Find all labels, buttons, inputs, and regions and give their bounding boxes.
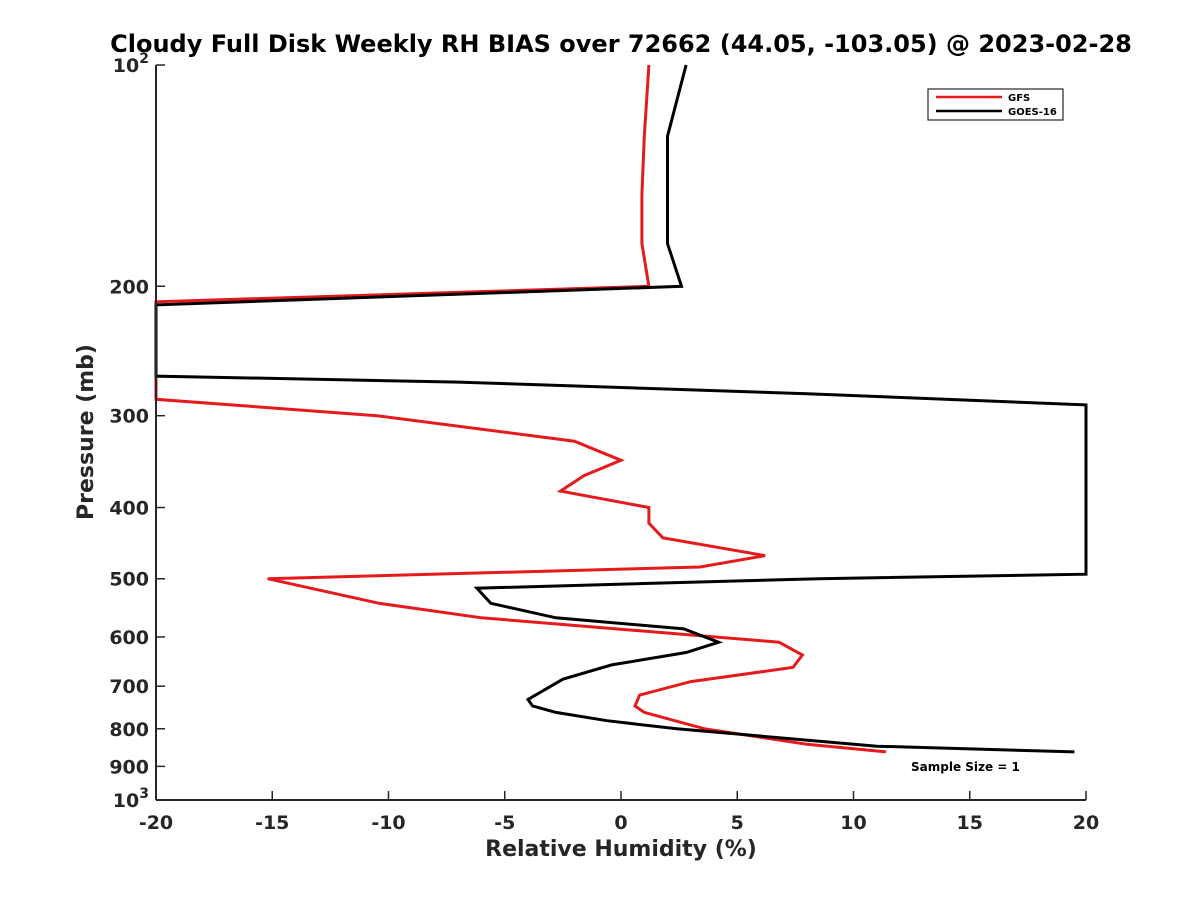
y-tick-label: 400: [109, 498, 149, 520]
x-tick-label: -20: [139, 812, 173, 834]
chart-title: Cloudy Full Disk Weekly RH BIAS over 726…: [110, 30, 1132, 58]
series-layer: [154, 64, 1088, 754]
y-tick-label: 800: [109, 719, 149, 741]
legend-box: [927, 88, 1064, 121]
series-line-goes-16: [154, 64, 1088, 754]
x-tick-label: 10: [840, 812, 866, 834]
legend-label-goes-16: GOES-16: [1008, 107, 1057, 118]
x-tick-label: 15: [957, 812, 983, 834]
y-tick-label: 200: [109, 276, 149, 298]
y-tick-label: 300: [109, 406, 149, 428]
y-axis-label: Pressure (mb): [74, 344, 99, 520]
ticks-layer: -20 -15 -10 -5 0 5 10 15 20 102 200 300 400 500 600 700…: [109, 51, 1099, 834]
sample-size-annotation: Sample Size = 1: [911, 760, 1020, 774]
y-tick-label: 103: [113, 786, 149, 812]
x-tick-label: 5: [731, 812, 744, 834]
axes-layer: [155, 65, 1086, 801]
x-tick-label: -5: [494, 812, 515, 834]
x-tick-label: -15: [255, 812, 289, 834]
legend: GFS GOES-16: [927, 88, 1064, 121]
y-tick-label: 600: [109, 627, 149, 649]
legend-label-gfs: GFS: [1008, 93, 1030, 104]
y-tick-label: 500: [109, 569, 149, 591]
x-axis-label: Relative Humidity (%): [485, 837, 757, 862]
x-tick-label: 0: [614, 812, 627, 834]
y-tick-label: 700: [109, 676, 149, 698]
y-tick-label: 102: [113, 51, 149, 77]
x-tick-label: 20: [1073, 812, 1099, 834]
y-tick-label: 900: [109, 756, 149, 778]
series-line-gfs: [154, 64, 887, 754]
x-tick-label: -10: [371, 812, 405, 834]
